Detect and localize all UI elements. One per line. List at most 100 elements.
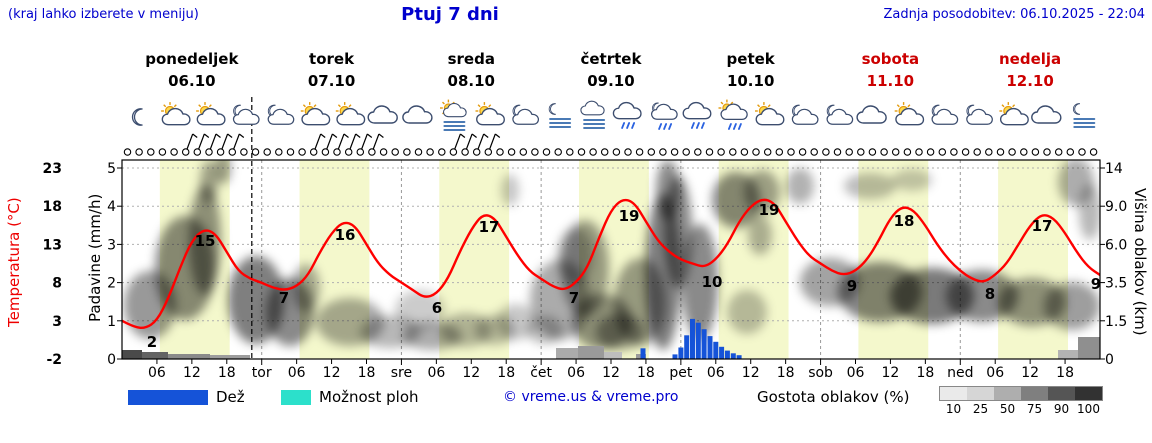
svg-text:06: 06: [427, 365, 445, 381]
weather-icon-moon-fog: [548, 103, 572, 128]
svg-text:13: 13: [43, 237, 62, 253]
day-header-sreda: sreda 08.10: [401, 50, 541, 90]
weather-icon-cloud: [1031, 105, 1062, 124]
svg-text:sob: sob: [808, 365, 833, 381]
day-headers: ponedeljek 06.10 torek 07.10 sreda 08.10 četrt…: [122, 50, 1100, 90]
svg-text:12: 12: [742, 365, 760, 381]
day-date: 10.10: [726, 72, 775, 90]
svg-text:0: 0: [1105, 352, 1114, 368]
rain-legend-swatch: [128, 390, 208, 405]
day-header-petek: petek 10.10: [681, 50, 821, 90]
svg-text:7: 7: [569, 289, 579, 307]
svg-text:18: 18: [894, 212, 915, 230]
weather-icon-rain: [682, 101, 712, 129]
weather-icons-row: [131, 99, 1096, 131]
svg-text:12: 12: [462, 365, 480, 381]
svg-text:9: 9: [847, 277, 857, 295]
svg-text:15: 15: [195, 232, 216, 250]
svg-text:06: 06: [288, 365, 306, 381]
svg-text:3: 3: [52, 314, 62, 330]
weather-icon-moon-fog: [1072, 103, 1096, 128]
day-header-sobota: sobota 11.10: [821, 50, 961, 90]
weather-icon-sun-cloud: [161, 102, 191, 126]
weather-icon-moon-cloud: [512, 104, 540, 125]
density-scale-segment: [1048, 387, 1075, 400]
day-name: četrtek: [580, 50, 642, 68]
svg-text:2: 2: [147, 333, 157, 351]
weather-icon-sun-cloud: [335, 102, 366, 126]
day-header-ponedeljek: ponedeljek 06.10: [122, 50, 262, 90]
svg-text:18: 18: [916, 365, 934, 381]
svg-text:12: 12: [1021, 365, 1039, 381]
weather-icon-cloud: [856, 105, 887, 124]
day-name: torek: [309, 50, 355, 68]
svg-text:1: 1: [107, 314, 116, 330]
density-scale-tick: 10: [945, 402, 962, 416]
density-scale-segment: [967, 387, 994, 400]
svg-text:18: 18: [218, 365, 236, 381]
weather-icon-moon-cloud: [826, 104, 854, 125]
svg-text:3: 3: [107, 237, 116, 253]
weather-icon-moon-cloud: [791, 104, 819, 125]
svg-text:18: 18: [497, 365, 515, 381]
weather-icon-moon-cloud: [931, 104, 959, 125]
svg-text:12: 12: [882, 365, 900, 381]
svg-text:16: 16: [335, 226, 356, 244]
svg-text:12: 12: [602, 365, 620, 381]
svg-text:pet: pet: [669, 365, 693, 381]
svg-text:9: 9: [1091, 275, 1101, 293]
svg-text:2: 2: [107, 276, 116, 292]
density-scale-segment: [1021, 387, 1048, 400]
svg-text:6: 6: [432, 299, 442, 317]
rain-bars: [640, 318, 742, 359]
svg-text:1.5: 1.5: [1105, 314, 1127, 330]
density-scale-tick: 50: [999, 402, 1016, 416]
weather-icon-moon: [131, 108, 143, 126]
day-date: 08.10: [447, 72, 495, 90]
svg-text:18: 18: [777, 365, 795, 381]
svg-text:9.0: 9.0: [1105, 199, 1127, 215]
svg-text:tor: tor: [252, 365, 272, 381]
weather-icon-rain-sun: [718, 99, 748, 130]
showers-legend-label: Možnost ploh: [319, 388, 419, 406]
day-name: nedelja: [998, 50, 1062, 68]
cloud-density-scale-ticks: 10 25 50 75 90 100: [940, 402, 1102, 416]
svg-text:18: 18: [637, 365, 655, 381]
day-name: sobota: [861, 50, 920, 68]
weather-icon-sun-cloud: [475, 102, 505, 126]
weather-icon-cloud: [402, 105, 433, 124]
svg-text:10: 10: [702, 273, 723, 291]
rain-legend-label: Dež: [216, 388, 245, 406]
axis-ticks-and-labels: 23 5 14 18 4 9.0 13 3 6.0 8 2 3.5 3 1 1.5 -2 0 0 06 12 18 06 1…: [43, 161, 1128, 381]
density-scale-tick: 75: [1026, 402, 1043, 416]
cloud-density-label: Gostota oblakov (%): [757, 388, 910, 406]
weather-icon-cloud: [367, 105, 398, 124]
weather-icon-sun-cloud: [300, 102, 331, 126]
cloud-cover-layer: [124, 160, 1100, 350]
weather-icon-sun-cloud: [755, 102, 785, 126]
svg-text:čet: čet: [530, 365, 552, 381]
svg-text:19: 19: [619, 207, 640, 225]
svg-text:12: 12: [183, 365, 201, 381]
svg-text:sre: sre: [391, 365, 412, 381]
day-name: ponedeljek: [145, 50, 239, 68]
weather-icon-rain-moon: [650, 102, 678, 130]
svg-text:0: 0: [107, 352, 116, 368]
svg-text:8: 8: [52, 276, 62, 292]
day-date: 12.10: [1006, 72, 1054, 90]
copyright-link[interactable]: © vreme.us & vreme.pro: [503, 389, 679, 405]
temperature-value-labels: 2 15 7 16 6 17 7 19 10 19 9 18 8 17 9: [147, 201, 1101, 351]
svg-text:06: 06: [986, 365, 1004, 381]
weather-icon-sun-cloud: [196, 102, 226, 126]
svg-text:23: 23: [43, 161, 62, 177]
last-updated: Zadnja posodobitev: 06.10.2025 - 22:04: [883, 7, 1145, 22]
day-header-četrtek: četrtek 09.10: [541, 50, 681, 90]
showers-legend-swatch: [281, 390, 311, 405]
svg-text:12: 12: [323, 365, 341, 381]
svg-text:06: 06: [847, 365, 865, 381]
weather-icon-sun-cloud: [894, 102, 925, 126]
svg-text:17: 17: [1032, 217, 1053, 235]
svg-text:06: 06: [567, 365, 585, 381]
svg-text:18: 18: [1056, 365, 1074, 381]
